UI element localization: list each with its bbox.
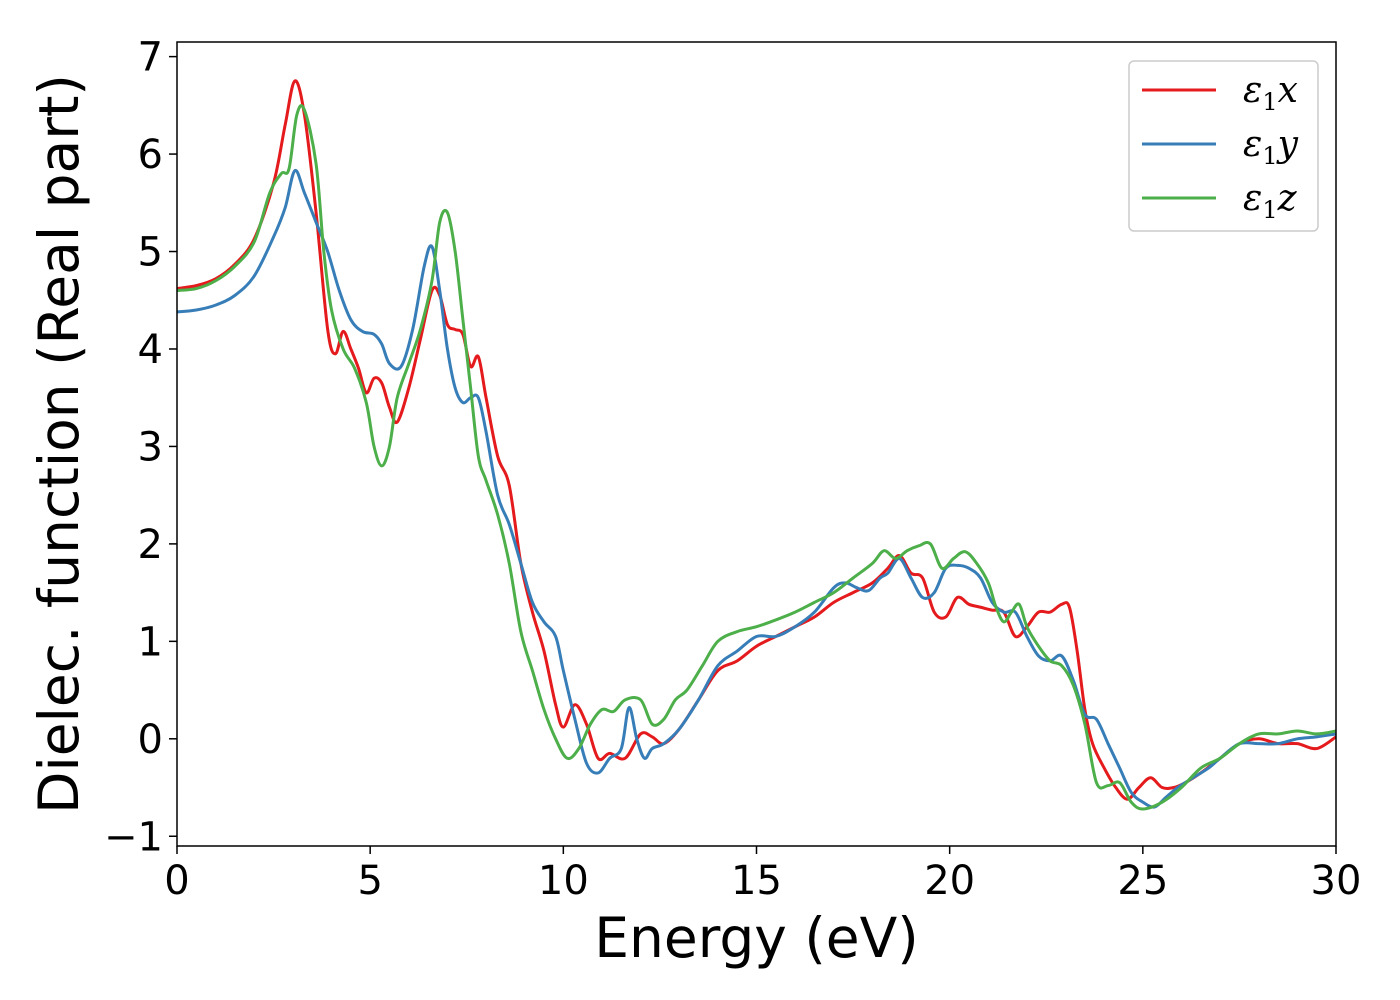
- y-tick-label: 4: [138, 327, 163, 373]
- legend-label-x: ε1x: [1243, 70, 1298, 116]
- series-line-y: [177, 169, 1336, 809]
- y-axis: −1 0 1 2 3 4 5 6 7: [104, 35, 177, 860]
- x-tick-label: 10: [538, 858, 589, 904]
- plot-lines: [177, 79, 1336, 811]
- x-axis-title: Energy (eV): [594, 906, 918, 970]
- y-axis-title: Dielec. function (Real part): [27, 74, 91, 814]
- x-axis: 0 5 10 15 20 25 30: [164, 846, 1361, 904]
- y-tick-label: 1: [138, 619, 163, 665]
- y-tick-label: −1: [104, 814, 163, 860]
- y-tick-label: 2: [138, 522, 163, 568]
- y-tick-label: 6: [138, 132, 163, 178]
- y-tick-label: 7: [138, 35, 163, 81]
- x-tick-label: 5: [357, 858, 382, 904]
- x-tick-label: 30: [1311, 858, 1362, 904]
- series-line-z: [177, 104, 1336, 811]
- x-tick-label: 25: [1117, 858, 1168, 904]
- legend-label-z: ε1z: [1243, 178, 1298, 224]
- y-tick-label: 3: [138, 424, 163, 470]
- x-tick-label: 0: [164, 858, 189, 904]
- legend-box: [1128, 60, 1319, 232]
- legend-label-y: ε1y: [1243, 124, 1299, 170]
- y-tick-label: 0: [138, 717, 163, 763]
- x-tick-label: 20: [924, 858, 975, 904]
- y-tick-label: 5: [138, 230, 163, 276]
- legend: ε1x ε1y ε1z: [1128, 60, 1319, 232]
- x-tick-label: 15: [731, 858, 782, 904]
